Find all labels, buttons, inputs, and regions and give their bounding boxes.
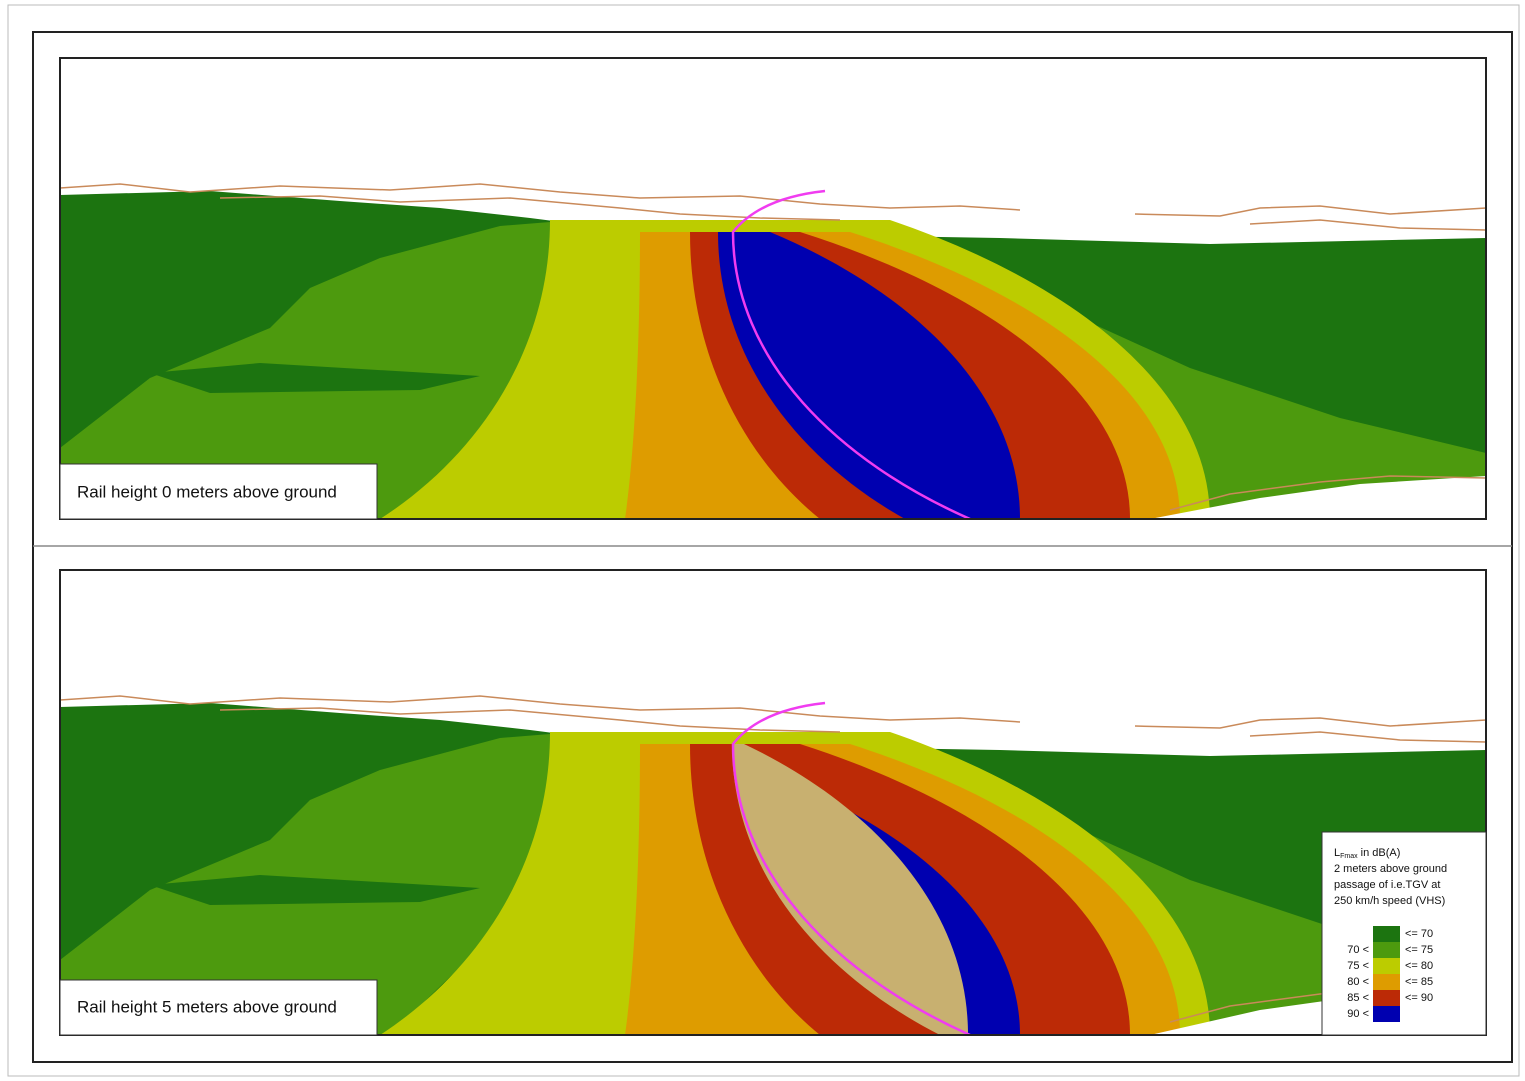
legend-line: 250 km/h speed (VHS) (1334, 895, 1445, 907)
legend-line: passage of i.e.TGV at (1334, 879, 1440, 891)
legend-low: 75 < (1347, 960, 1369, 972)
panel-label: Rail height 5 meters above ground (77, 997, 337, 1016)
legend-high: <= 90 (1405, 992, 1433, 1004)
panel-map (60, 58, 1486, 519)
legend-line: 2 meters above ground (1334, 863, 1447, 875)
legend-title-sub: Fmax (1340, 853, 1358, 860)
legend-low: 90 < (1347, 1008, 1369, 1020)
legend-title-rest: in dB(A) (1361, 847, 1401, 859)
legend-low: 85 < (1347, 992, 1369, 1004)
panel-map (60, 570, 1486, 1035)
legend-swatch (1373, 942, 1400, 958)
figure: Rail height 0 meters above ground Rail h… (0, 0, 1525, 1081)
legend-swatch (1373, 974, 1400, 990)
legend-high: <= 75 (1405, 944, 1433, 956)
legend-low: 80 < (1347, 976, 1369, 988)
legend-high: <= 85 (1405, 976, 1433, 988)
legend-swatch (1373, 926, 1400, 942)
legend-swatch (1373, 1006, 1400, 1022)
legend-swatch (1373, 958, 1400, 974)
legend-swatch (1373, 990, 1400, 1006)
legend-high: <= 70 (1405, 928, 1433, 940)
legend-high: <= 80 (1405, 960, 1433, 972)
legend-low: 70 < (1347, 944, 1369, 956)
panel-label: Rail height 0 meters above ground (77, 482, 337, 501)
